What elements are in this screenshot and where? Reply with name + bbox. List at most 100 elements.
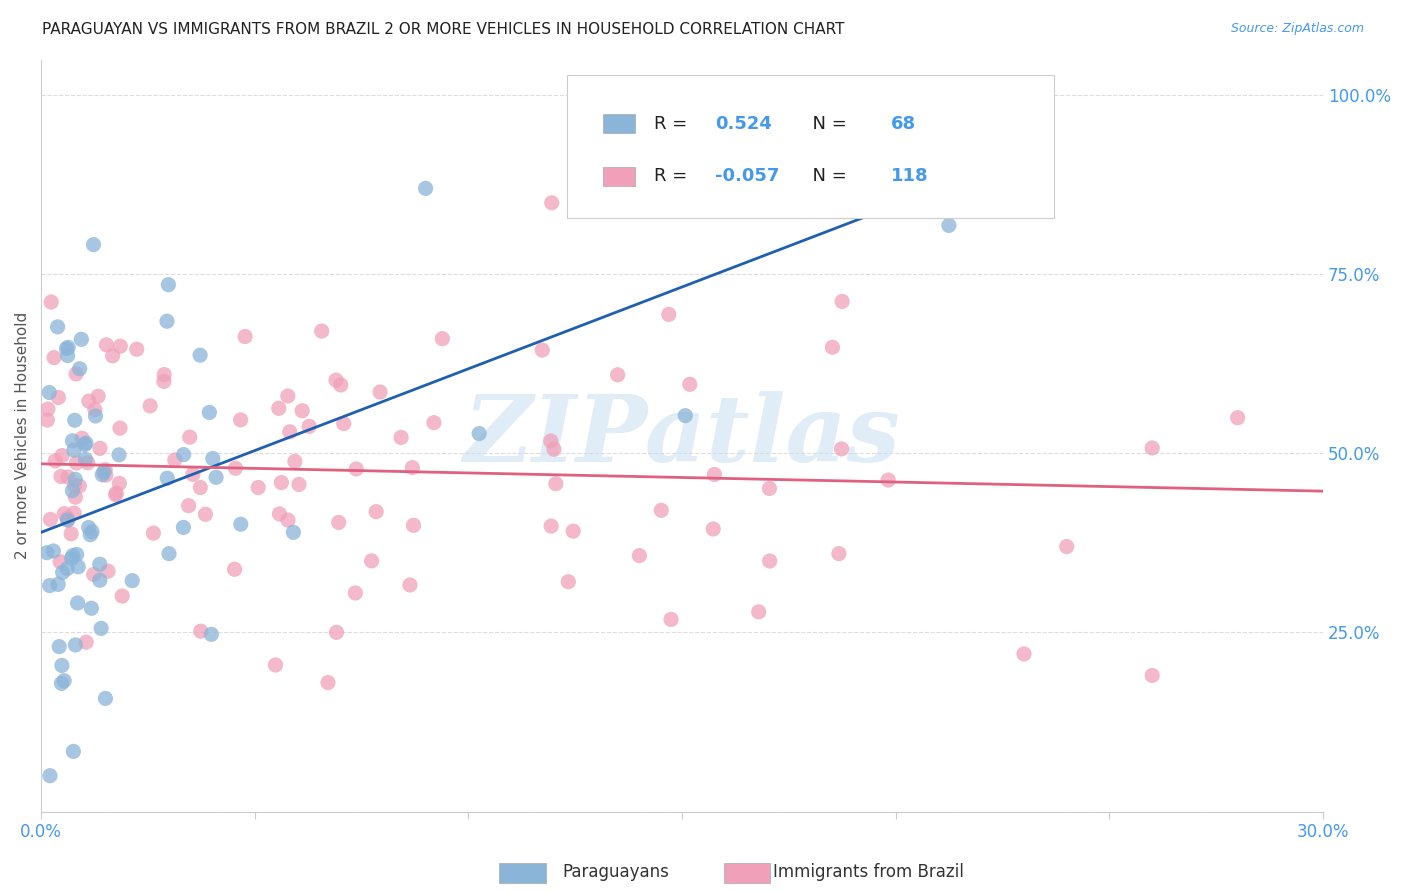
Point xyxy=(84,409,107,423)
Point xyxy=(233,329,256,343)
Point xyxy=(75,635,97,649)
Point xyxy=(278,425,301,439)
Point xyxy=(181,467,204,482)
Point xyxy=(65,472,87,486)
Point xyxy=(157,547,180,561)
Point xyxy=(56,470,79,484)
Point xyxy=(108,448,131,462)
Point xyxy=(38,578,60,592)
Point xyxy=(562,524,585,538)
Point xyxy=(52,566,75,580)
Point xyxy=(53,507,76,521)
Point xyxy=(49,469,72,483)
Point xyxy=(758,554,780,568)
Point xyxy=(82,237,104,252)
Point xyxy=(39,769,62,783)
Point xyxy=(91,467,114,482)
Point xyxy=(821,340,844,354)
Point xyxy=(80,601,103,615)
Point xyxy=(264,657,287,672)
Text: R =: R = xyxy=(654,167,693,186)
Point xyxy=(90,621,112,635)
Text: N =: N = xyxy=(801,114,853,133)
Point xyxy=(432,332,454,346)
Point xyxy=(65,490,87,504)
Point xyxy=(399,578,422,592)
Point xyxy=(172,520,194,534)
Point xyxy=(758,482,780,496)
Point xyxy=(89,442,111,456)
Point xyxy=(63,506,86,520)
Point xyxy=(121,574,143,588)
Point xyxy=(277,389,299,403)
Point xyxy=(190,624,212,639)
Point xyxy=(931,195,953,210)
Point xyxy=(39,512,62,526)
Point xyxy=(83,402,105,417)
Point xyxy=(229,413,252,427)
Point xyxy=(62,744,84,758)
Point xyxy=(46,577,69,591)
Point xyxy=(89,574,111,588)
Point xyxy=(298,419,321,434)
Point xyxy=(108,476,131,491)
Point xyxy=(153,368,176,382)
Point xyxy=(328,516,350,530)
Point xyxy=(366,505,388,519)
Point xyxy=(77,394,100,409)
Point xyxy=(69,361,91,376)
Point xyxy=(659,612,682,626)
Text: -0.057: -0.057 xyxy=(716,167,780,186)
Point xyxy=(1140,668,1163,682)
Point xyxy=(48,391,70,405)
Point xyxy=(94,463,117,477)
Point xyxy=(401,460,423,475)
Point xyxy=(156,471,179,485)
Point xyxy=(156,314,179,328)
Point xyxy=(269,507,291,521)
Point xyxy=(198,405,221,419)
Point xyxy=(125,343,148,357)
Point xyxy=(748,605,770,619)
Text: R =: R = xyxy=(654,114,693,133)
FancyBboxPatch shape xyxy=(567,75,1054,218)
Point xyxy=(267,401,290,416)
Point xyxy=(108,421,131,435)
Point xyxy=(63,413,86,427)
Point xyxy=(277,513,299,527)
Point xyxy=(56,349,79,363)
Text: Source: ZipAtlas.com: Source: ZipAtlas.com xyxy=(1230,22,1364,36)
Point xyxy=(101,349,124,363)
Point xyxy=(51,676,73,690)
Point xyxy=(284,454,307,468)
Point xyxy=(402,518,425,533)
Point xyxy=(87,389,110,403)
Point xyxy=(77,520,100,534)
Point xyxy=(104,488,127,502)
Point xyxy=(1056,540,1078,554)
Point xyxy=(39,295,62,310)
Point xyxy=(51,658,73,673)
Point xyxy=(224,461,246,475)
Point xyxy=(65,638,87,652)
Point xyxy=(55,342,77,356)
Point xyxy=(468,426,491,441)
Point xyxy=(606,368,628,382)
Point xyxy=(270,475,292,490)
Point xyxy=(70,332,93,346)
Point xyxy=(38,385,60,400)
Point xyxy=(389,430,412,444)
Point xyxy=(540,434,562,448)
Point xyxy=(673,409,696,423)
Point xyxy=(37,402,59,417)
Point xyxy=(76,456,98,470)
FancyBboxPatch shape xyxy=(603,167,634,186)
Point xyxy=(557,574,579,589)
Point xyxy=(188,348,211,362)
Point xyxy=(63,443,86,458)
Point xyxy=(56,561,79,575)
Point xyxy=(188,481,211,495)
Text: 68: 68 xyxy=(891,114,917,133)
Point xyxy=(66,596,89,610)
Point xyxy=(157,277,180,292)
